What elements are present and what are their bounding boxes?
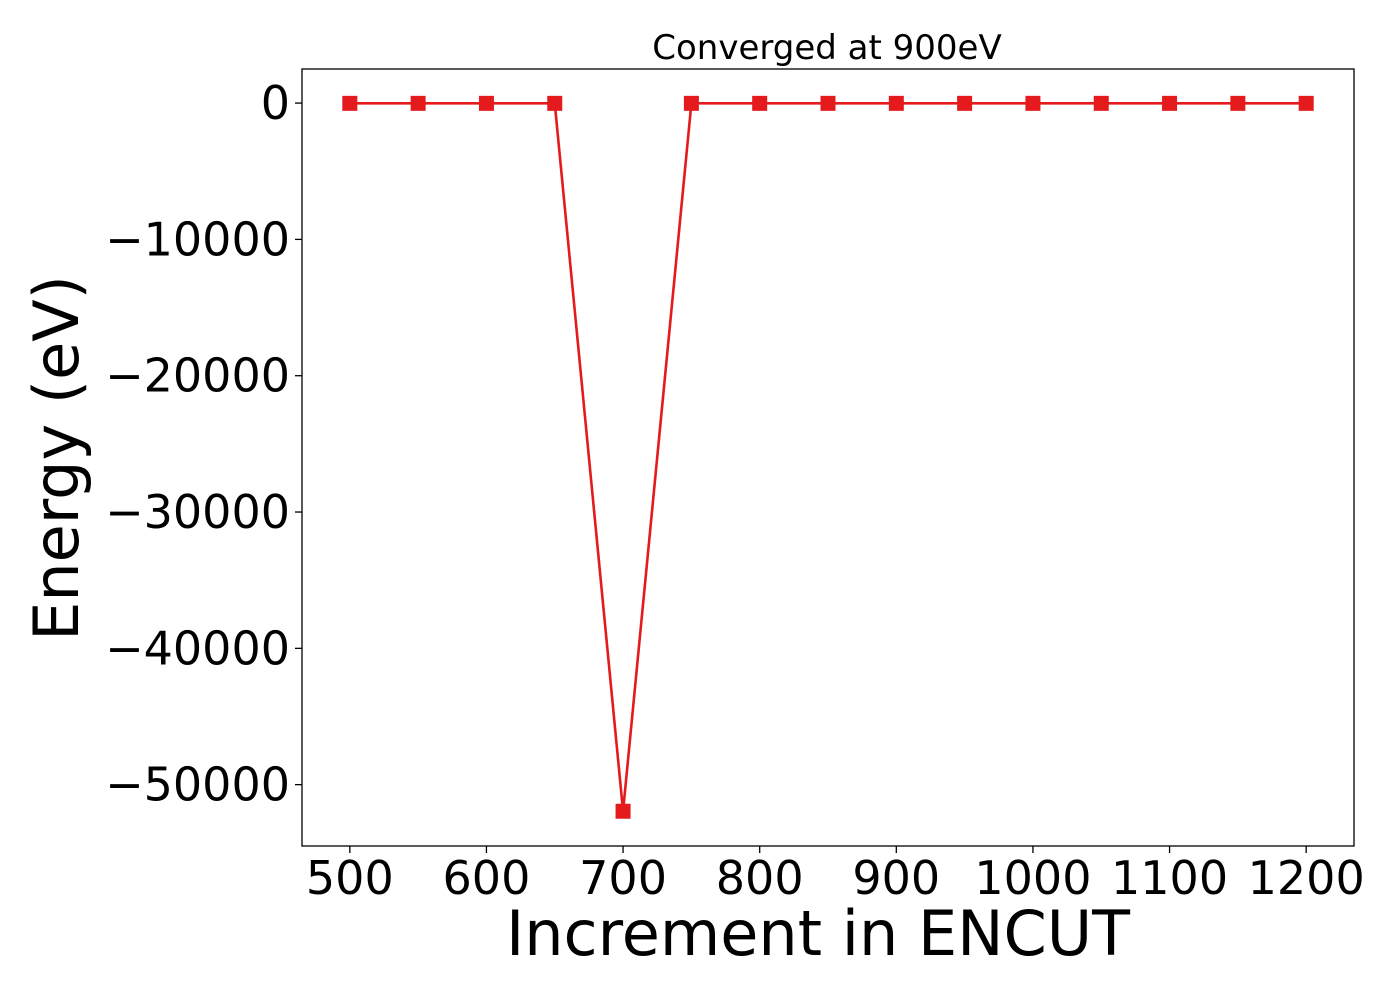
y-axis: 0 −10000 −20000 −30000 −40000 −50000 (105, 76, 302, 812)
data-point (1162, 95, 1178, 111)
data-point (342, 95, 358, 111)
x-tick-label: 700 (579, 851, 667, 905)
x-tick-label: 800 (716, 851, 804, 905)
series-line (349, 102, 1307, 813)
x-tick-label: 1200 (1248, 851, 1365, 905)
data-point (752, 95, 768, 111)
x-axis: 500 600 700 800 900 1000 1100 1200 (306, 846, 1365, 905)
series-layer (342, 95, 1314, 819)
data-point (1025, 95, 1041, 111)
data-point (888, 95, 904, 111)
data-point (410, 95, 426, 111)
data-point (1230, 95, 1246, 111)
x-axis-label: Increment in ENCUT (506, 897, 1131, 970)
data-point (820, 95, 836, 111)
y-tick-label: −10000 (105, 212, 290, 266)
x-tick-label: 900 (852, 851, 940, 905)
plot-frame (301, 68, 1355, 847)
y-axis-label: Energy (eV) (20, 275, 93, 641)
x-tick-label: 1000 (974, 851, 1091, 905)
y-tick-label: −30000 (105, 485, 290, 539)
x-tick-label: 500 (306, 851, 394, 905)
y-tick-label: −40000 (105, 621, 290, 675)
data-point (547, 95, 563, 111)
y-tick-label: −20000 (105, 349, 290, 403)
data-point (683, 95, 699, 111)
data-point (957, 95, 973, 111)
data-point (478, 95, 494, 111)
data-point (1298, 95, 1314, 111)
data-point (1093, 95, 1109, 111)
x-tick-label: 1100 (1111, 851, 1228, 905)
data-point (615, 803, 631, 819)
chart-title: Converged at 900eV (652, 28, 1001, 68)
y-tick-label: −50000 (105, 758, 290, 812)
x-tick-label: 600 (443, 851, 531, 905)
y-tick-label: 0 (261, 76, 290, 130)
